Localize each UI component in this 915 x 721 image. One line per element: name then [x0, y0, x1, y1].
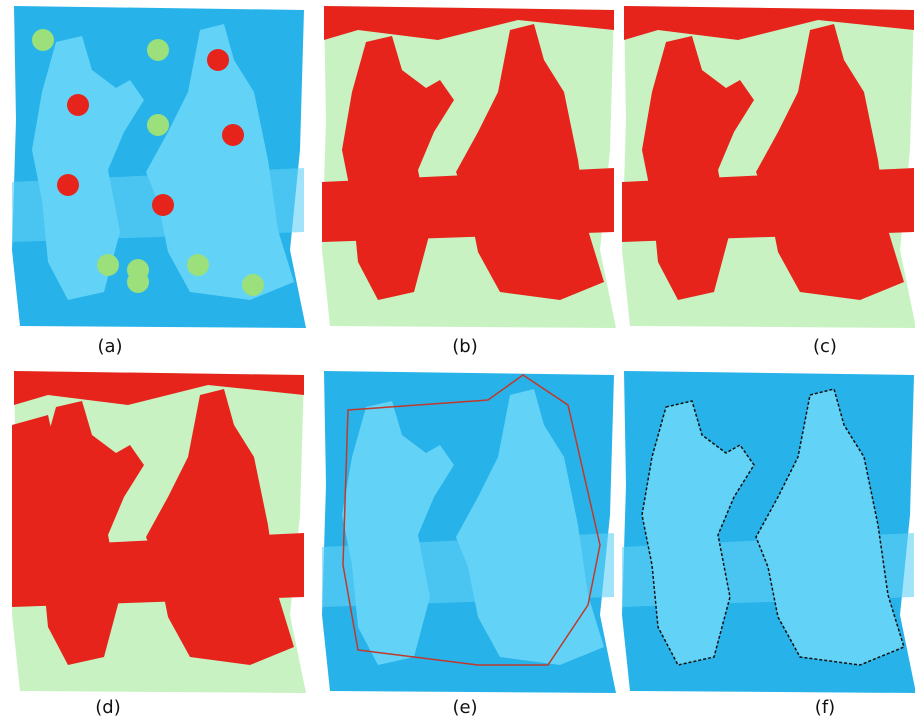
- seed-point: [147, 114, 169, 136]
- seed-point: [57, 174, 79, 196]
- panel-image: [622, 371, 915, 693]
- seed-point: [242, 274, 264, 296]
- panel-image: [12, 371, 306, 693]
- seed-point: [222, 124, 244, 146]
- panel-label: (b): [452, 336, 477, 357]
- seed-point: [32, 29, 54, 51]
- figure: (a) (b) (c) (d) (e) (f): [0, 0, 915, 721]
- panel-label: (e): [452, 697, 477, 718]
- seed-point: [187, 254, 209, 276]
- panel-label: (c): [813, 336, 837, 357]
- seed-point: [147, 39, 169, 61]
- panel-image: [322, 6, 616, 328]
- panel-image: [322, 371, 616, 693]
- panel-label: (a): [97, 336, 122, 357]
- seed-point: [67, 94, 89, 116]
- seed-point: [207, 49, 229, 71]
- panel-image: [622, 6, 915, 328]
- seed-point: [152, 194, 174, 216]
- panel-image: [12, 6, 306, 328]
- panel-label: (d): [95, 697, 120, 718]
- seed-point: [127, 271, 149, 293]
- seed-point: [97, 254, 119, 276]
- panel-label: (f): [815, 697, 835, 718]
